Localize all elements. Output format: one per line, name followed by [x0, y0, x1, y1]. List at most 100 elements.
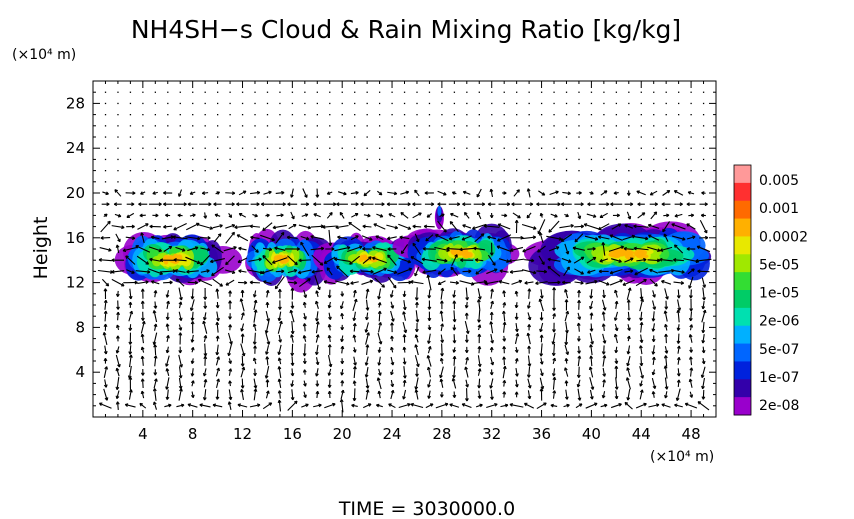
wind-vector	[163, 191, 173, 195]
wind-vector	[324, 402, 336, 409]
wind-vector	[516, 125, 518, 127]
wind-vector	[290, 287, 295, 300]
wind-vector	[315, 321, 320, 334]
wind-vector	[441, 125, 443, 127]
wind-vector	[577, 312, 582, 320]
wind-vector	[140, 191, 146, 195]
wind-vector	[526, 188, 531, 198]
wind-vector	[578, 181, 580, 183]
wind-vector	[167, 114, 169, 116]
wind-vector	[199, 202, 212, 207]
wind-vector	[178, 287, 183, 301]
wind-vector	[564, 344, 570, 355]
wind-vector	[628, 170, 630, 172]
wind-vector	[416, 125, 418, 127]
wind-vector	[489, 212, 494, 219]
wind-vector	[576, 379, 581, 388]
wind-vector	[179, 114, 181, 116]
wind-vector	[365, 378, 370, 389]
wind-vector	[628, 158, 630, 161]
wind-vector	[378, 102, 381, 105]
wind-vector	[263, 280, 272, 285]
wind-vector	[699, 219, 708, 234]
wind-vector	[248, 257, 262, 262]
wind-vector	[377, 390, 382, 399]
wind-vector	[552, 313, 556, 319]
wind-vector	[633, 224, 649, 229]
wind-vector	[628, 136, 630, 138]
wind-vector	[115, 377, 120, 390]
wind-vector	[676, 324, 681, 331]
wind-vector	[439, 300, 444, 310]
wind-vector	[327, 344, 332, 356]
wind-vector	[287, 280, 298, 285]
wind-vector	[627, 311, 631, 321]
wind-vector	[671, 223, 686, 230]
wind-vector	[303, 380, 307, 387]
wind-vector	[603, 147, 605, 149]
wind-vector	[279, 102, 281, 105]
wind-vector	[489, 311, 494, 321]
wind-vector	[214, 213, 221, 218]
wind-vector	[539, 312, 544, 321]
wind-vector	[202, 312, 207, 321]
wind-vector	[589, 344, 593, 356]
wind-vector	[137, 223, 149, 230]
wind-vector	[275, 190, 285, 195]
wind-vector	[176, 403, 185, 408]
colorbar-swatch	[734, 218, 751, 237]
wind-vector	[285, 247, 300, 251]
wind-vector	[398, 402, 411, 408]
wind-vector	[291, 91, 294, 93]
wind-vector	[549, 190, 559, 195]
x-tick-label: 44	[632, 425, 651, 443]
wind-vector	[228, 380, 232, 387]
wind-vector	[516, 136, 518, 138]
wind-vector	[585, 279, 598, 285]
wind-vector	[97, 269, 114, 274]
wind-vector	[674, 213, 683, 218]
wind-vector	[197, 223, 214, 230]
wind-vector	[477, 368, 482, 376]
wind-vector	[217, 147, 219, 149]
wind-vector	[412, 212, 422, 219]
wind-vector	[514, 333, 520, 344]
wind-vector	[165, 377, 170, 390]
wind-vector	[190, 391, 195, 399]
wind-vector	[291, 114, 294, 116]
wind-vector	[329, 170, 331, 172]
wind-vector	[487, 202, 496, 207]
wind-vector	[378, 125, 381, 127]
wind-vector	[452, 324, 457, 331]
wind-vector	[165, 368, 170, 377]
wind-vector	[227, 343, 233, 357]
wind-vector	[577, 289, 581, 298]
wind-vector	[509, 246, 524, 252]
wind-vector	[578, 114, 580, 116]
wind-vector	[688, 311, 693, 322]
wind-vector	[491, 181, 493, 183]
wind-vector	[499, 269, 509, 273]
wind-vector	[341, 158, 343, 161]
wind-vector	[387, 236, 397, 241]
wind-vector	[474, 233, 485, 243]
wind-vector	[186, 269, 199, 274]
colorbar-label: 5e-05	[759, 257, 799, 273]
wind-vector	[652, 300, 657, 310]
wind-vector	[241, 91, 244, 93]
wind-vector	[603, 170, 605, 172]
wind-vector	[476, 299, 481, 311]
wind-vector	[354, 147, 356, 149]
wind-vector	[266, 91, 269, 93]
wind-vector	[676, 309, 681, 323]
wind-vector	[452, 300, 457, 310]
wind-vector	[142, 147, 144, 149]
wind-vector	[103, 310, 108, 322]
wind-vector	[229, 136, 231, 138]
wind-vector	[439, 366, 444, 379]
wind-vector	[288, 223, 297, 230]
wind-vector	[334, 245, 351, 252]
wind-vector	[254, 102, 256, 105]
wind-vector	[648, 234, 660, 241]
wind-vector	[464, 312, 469, 320]
